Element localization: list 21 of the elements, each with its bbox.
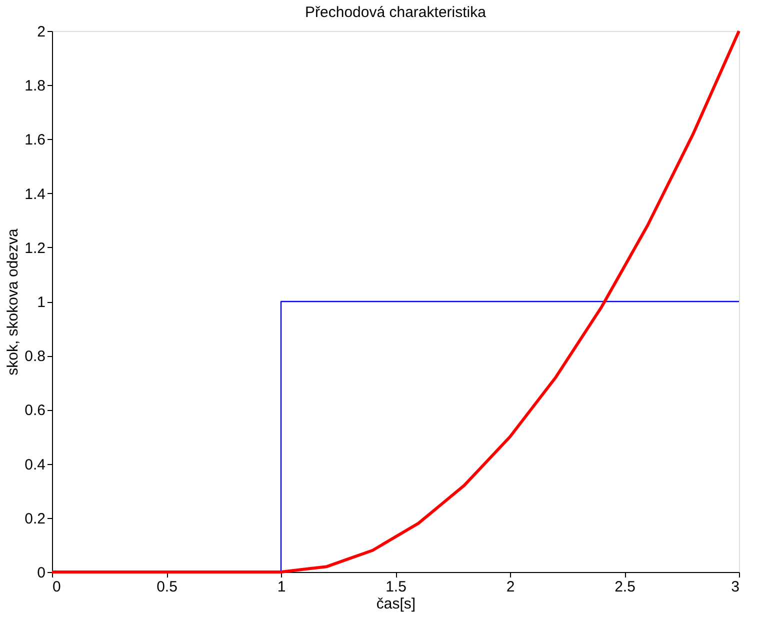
chart-title: Přechodová charakteristika xyxy=(305,4,487,21)
x-tick-label: 2.5 xyxy=(614,578,636,596)
x-tick-label: 3 xyxy=(731,578,740,596)
y-tick-label: 0.4 xyxy=(24,456,46,474)
y-tick-label: 0 xyxy=(37,564,46,582)
y-tick-label: 1 xyxy=(37,294,46,311)
y-tick-label: 1.4 xyxy=(24,186,46,203)
x-tick-label: 2 xyxy=(506,578,515,596)
y-axis-title: skok, skokova odezva xyxy=(4,228,22,376)
y-tick-label: 1.2 xyxy=(24,240,46,257)
y-tick-label: 0.8 xyxy=(24,348,46,366)
x-axis-title: čas[s] xyxy=(376,596,416,612)
y-tick-label: 2 xyxy=(37,24,46,40)
y-tick-label: 1.8 xyxy=(24,78,46,95)
y-tick-label: 0.2 xyxy=(24,510,46,528)
x-tick-label: 0.5 xyxy=(156,578,178,596)
x-tick-label: 0 xyxy=(52,578,61,596)
y-tick-label: 0.6 xyxy=(24,402,46,420)
x-tick-label: 1 xyxy=(277,578,286,596)
x-tick-label: 1.5 xyxy=(386,578,406,596)
y-tick-label: 1.6 xyxy=(24,132,46,149)
